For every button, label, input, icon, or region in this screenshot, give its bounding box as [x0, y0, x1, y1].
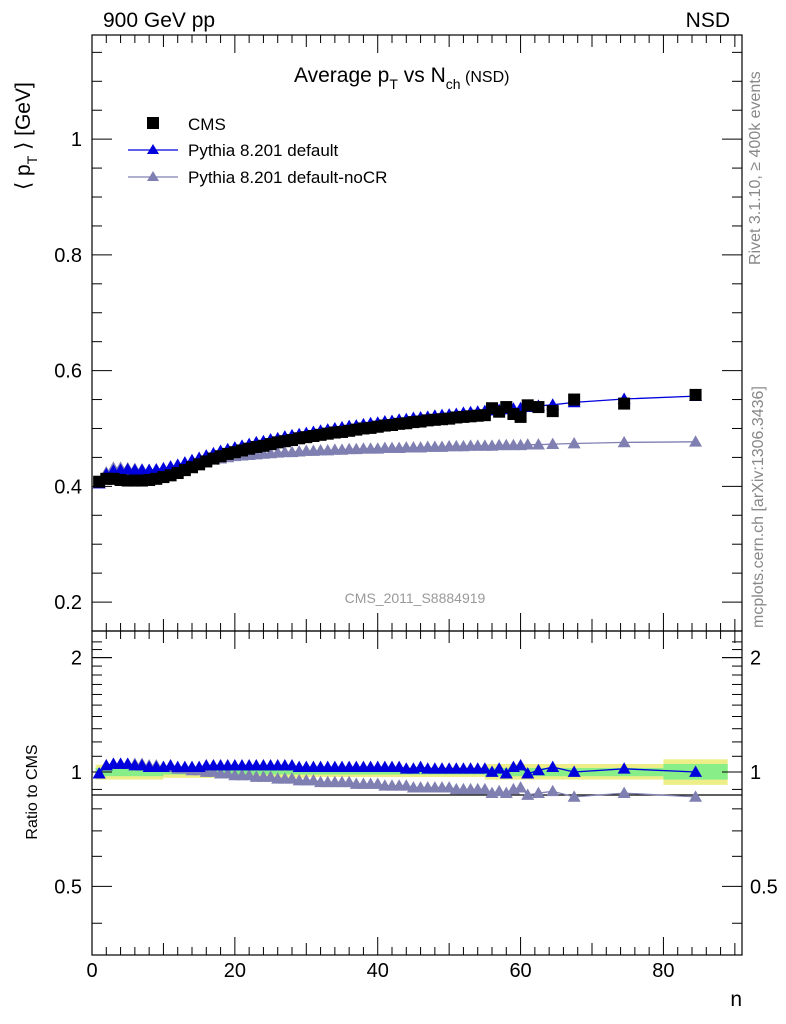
ratio-y-tick-label-right: 0.5: [750, 876, 778, 898]
ratio-default-point: [478, 762, 492, 774]
legend-marker-cms: [147, 117, 159, 129]
ratio-nocr-point: [514, 781, 528, 793]
nocr-data-point: [531, 438, 545, 450]
ratio-default-point: [492, 762, 506, 774]
nocr-data-point: [546, 437, 560, 449]
nocr-data-point: [617, 435, 631, 448]
ratio-axis-ticks: [91, 631, 742, 955]
ratio-nocr-point: [567, 790, 581, 802]
ratio-y-tick-label: 1: [71, 762, 82, 784]
x-tick-labels: 0 20 40 60 80: [86, 960, 674, 982]
main-y-tick-label: 0.4: [54, 476, 82, 498]
ratio-default-point: [546, 760, 560, 773]
legend-marker-nocr: [147, 171, 159, 181]
ratio-default-point: [514, 759, 528, 771]
ratio-default-point: [689, 765, 703, 777]
cms-data-point: [514, 410, 527, 423]
mcplots-label: mcplots.cern.ch [arXiv:1306.3436]: [750, 386, 767, 628]
ratio-nocr-point: [617, 786, 631, 798]
ratio-nocr-point: [342, 775, 356, 788]
ratio-series-layer: [92, 757, 703, 802]
cms-data-point: [250, 440, 263, 453]
ratio-nocr-point: [546, 784, 560, 797]
ratio-nocr-point: [531, 786, 545, 798]
ratio-nocr-point: [689, 790, 703, 802]
ratio-default-point: [617, 762, 631, 774]
main-y-tick-label: 0.8: [54, 245, 82, 267]
legend-label-default: Pythia 8.201 default: [188, 141, 339, 160]
ratio-default-point: [567, 765, 581, 777]
ratio-nocr-point: [499, 786, 513, 798]
ratio-panel: 0.5 0.5 1 1 2 2 0 20 40 60 80 Ratio to CMS n: [24, 630, 778, 1011]
header-left: 900 GeV pp: [103, 9, 215, 32]
legend-label-cms: CMS: [188, 115, 226, 134]
main-y-tick-labels: 0.2 0.4 0.6 0.8 1: [54, 129, 82, 614]
main-y-tick-label: 1: [71, 129, 82, 151]
legend-label-nocr: Pythia 8.201 default-noCR: [188, 168, 387, 187]
x-tick-label: 60: [509, 960, 531, 982]
ratio-y-tick-label-right: 2: [750, 648, 761, 670]
main-y-tick-label: 0.6: [54, 361, 82, 383]
ratio-nocr-point: [521, 788, 535, 800]
main-axis-ticks: [91, 35, 742, 632]
ratio-nocr-point: [399, 779, 413, 791]
cms-data-point: [546, 405, 559, 418]
ratio-default-point: [499, 767, 513, 779]
ratio-y-axis-label: Ratio to CMS: [24, 744, 41, 839]
ratio-default-point: [485, 765, 499, 777]
ratio-nocr-point: [492, 784, 506, 797]
cms-data-point: [521, 399, 534, 412]
green-band: [306, 769, 485, 775]
x-axis-label: n: [730, 988, 742, 1011]
nocr-data-point: [521, 438, 535, 450]
main-series-layer: [92, 388, 703, 489]
ratio-nocr-point: [442, 781, 456, 793]
nocr-data-point: [689, 435, 703, 447]
main-y-axis-label: ⟨ pT ⟩ [GeV]: [12, 82, 40, 190]
green-band: [95, 767, 164, 777]
analysis-watermark: CMS_2011_S8884919: [345, 590, 486, 606]
x-tick-label: 20: [224, 960, 246, 982]
ratio-default-point: [92, 767, 106, 779]
ratio-nocr-point: [478, 782, 492, 795]
ratio-frame: [91, 630, 743, 956]
x-tick-label: 0: [86, 960, 97, 982]
cms-data-point: [689, 388, 702, 401]
main-y-tick-label: 0.2: [54, 592, 82, 614]
legend-marker-default: [147, 144, 159, 154]
x-tick-label: 40: [367, 960, 389, 982]
cms-data-point: [568, 393, 581, 406]
ratio-nocr-point: [306, 773, 320, 786]
ratio-default-point: [521, 767, 535, 779]
ratio-y-tick-label: 2: [71, 648, 82, 670]
header-right: NSD: [686, 9, 730, 32]
ratio-y-tick-label-right: 1: [750, 762, 761, 784]
legend: CMS Pythia 8.201 default Pythia 8.201 de…: [128, 115, 387, 187]
main-panel: 0.2 0.4 0.6 0.8 1 Average pT vs Nch (NSD) ⟨ …: [12, 34, 743, 632]
ratio-nocr-point: [371, 777, 385, 789]
x-tick-label: 80: [652, 960, 674, 982]
rivet-label: Rivet 3.1.10, ≥ 400k events: [747, 71, 764, 265]
cms-data-point: [618, 397, 631, 410]
chart-title: Average pT vs Nch (NSD): [294, 64, 509, 92]
ratio-nocr-point: [285, 772, 299, 784]
cms-data-point: [532, 401, 545, 414]
nocr-data-point: [567, 437, 581, 449]
ratio-y-tick-label: 0.5: [54, 876, 82, 898]
ratio-y-tick-labels: 0.5 0.5 1 1 2 2: [54, 648, 778, 899]
ratio-default-point: [531, 763, 545, 776]
